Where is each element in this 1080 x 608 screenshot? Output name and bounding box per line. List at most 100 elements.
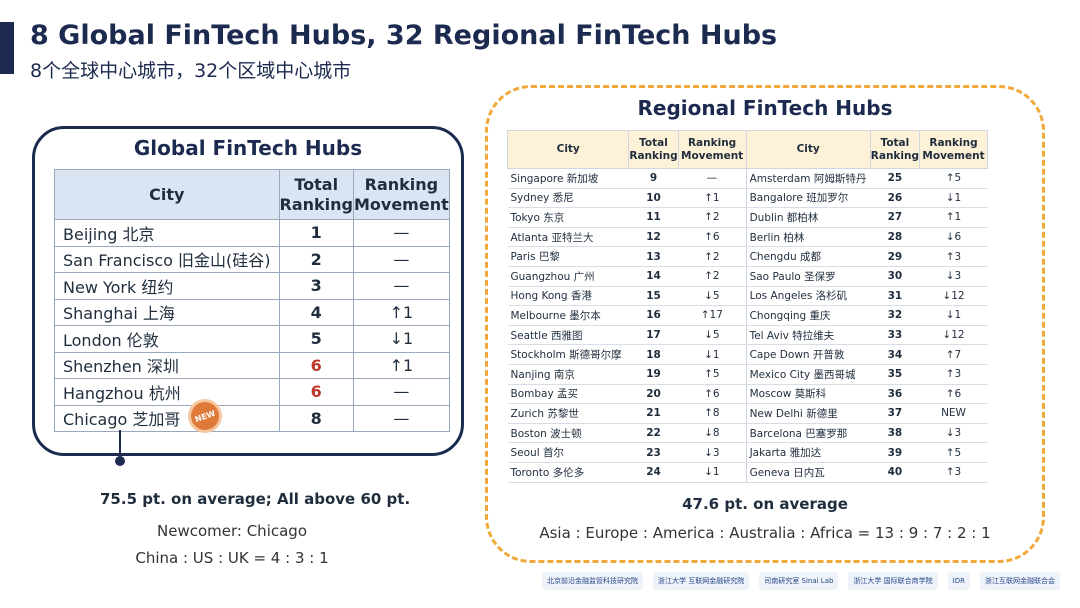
ranking-movement-cell: ↑2 xyxy=(678,266,747,287)
city-cell: Shenzhen 深圳 xyxy=(54,351,280,379)
ranking-movement-cell-2: ↑1 xyxy=(919,207,988,228)
total-ranking-cell: 2 xyxy=(278,245,354,273)
table-row: Nanjing 南京 19 ↑5 Mexico City 墨西哥城 35 ↑3 xyxy=(507,364,988,385)
ranking-movement-cell-2: NEW xyxy=(919,403,988,424)
table-row: Beijing 北京 1— xyxy=(54,219,450,247)
global-heading: Global FinTech Hubs xyxy=(133,136,363,160)
ranking-movement-cell-2: ↑3 xyxy=(919,462,988,483)
city-name: New York 纽约 xyxy=(63,277,174,297)
city-cell: Shanghai 上海 xyxy=(54,298,280,326)
total-ranking-cell: 5 xyxy=(278,325,354,353)
table-row: Shanghai 上海 4 ↑1 xyxy=(54,298,450,326)
city-name: San Francisco 旧金山(硅谷) xyxy=(63,251,271,271)
ranking-movement-cell: ↑1 xyxy=(678,188,747,209)
city-cell-2: Dublin 都柏林 xyxy=(746,207,871,228)
ranking-movement-cell-2: ↑6 xyxy=(919,384,988,405)
total-ranking-cell-2: 30 xyxy=(870,266,920,287)
col-header-total-ranking: Total Ranking xyxy=(628,130,679,169)
page-subtitle: 8个全球中心城市，32个区域中心城市 xyxy=(30,60,352,82)
total-ranking-cell: 8 xyxy=(278,404,354,432)
total-ranking-cell: 6 xyxy=(278,351,354,379)
city-cell: New York 纽约 xyxy=(54,272,280,300)
total-ranking-cell: 12 xyxy=(628,227,679,248)
ranking-movement-cell: ↑2 xyxy=(678,207,747,228)
ranking-movement-cell-2: ↓3 xyxy=(919,266,988,287)
global-average-note: 75.5 pt. on average; All above 60 pt. xyxy=(100,490,411,508)
city-name: Chicago 芝加哥 xyxy=(63,410,181,430)
ranking-movement-cell: ↑6 xyxy=(678,384,747,405)
total-ranking-cell: 24 xyxy=(628,462,679,483)
table-row: Toronto 多伦多 24 ↓1 Geneva 日内瓦 40 ↑3 xyxy=(507,462,988,483)
total-ranking-cell-2: 26 xyxy=(870,188,920,209)
total-ranking-cell-2: 31 xyxy=(870,286,920,307)
city-cell: Hong Kong 香港 xyxy=(507,286,629,307)
city-cell: Guangzhou 广州 xyxy=(507,266,629,287)
city-cell: Tokyo 东京 xyxy=(507,207,629,228)
ranking-movement-cell: — xyxy=(352,245,450,273)
ranking-movement-cell-2: ↓3 xyxy=(919,423,988,444)
total-ranking-cell-2: 32 xyxy=(870,305,920,326)
city-cell-2: Mexico City 墨西哥城 xyxy=(746,364,871,385)
ranking-movement-cell-2: ↓12 xyxy=(919,325,988,346)
global-panel-frame xyxy=(32,126,464,456)
regional-table: City Total Ranking Ranking Movement City… xyxy=(506,130,988,483)
ranking-movement-cell: — xyxy=(678,168,747,189)
city-cell-2: Berlin 柏林 xyxy=(746,227,871,248)
total-ranking-cell: 18 xyxy=(628,344,679,365)
connector-dot xyxy=(115,456,125,466)
city-cell-2: Amsterdam 阿姆斯特丹 xyxy=(746,168,871,189)
ranking-movement-cell: ↑1 xyxy=(352,351,450,379)
table-row: New York 纽约 3— xyxy=(54,272,450,300)
table-row: Sydney 悉尼 10 ↑1 Bangalore 班加罗尔 26 ↓1 xyxy=(507,188,988,209)
total-ranking-cell-2: 38 xyxy=(870,423,920,444)
regional-panel-frame xyxy=(485,85,1045,563)
total-ranking-cell: 14 xyxy=(628,266,679,287)
ranking-movement-cell: ↓5 xyxy=(678,286,747,307)
partner-logo: 司南研究室 Sinai Lab xyxy=(759,572,839,590)
city-cell: Zurich 苏黎世 xyxy=(507,403,629,424)
table-row: Seoul 首尔 23 ↓3 Jakarta 雅加达 39 ↑5 xyxy=(507,442,988,463)
col-header-total-ranking-2: Total Ranking xyxy=(869,130,921,169)
ranking-movement-cell-2: ↑3 xyxy=(919,246,988,267)
partner-logo: 浙江互联网金融联合会 xyxy=(980,572,1060,590)
ranking-movement-cell-2: ↑5 xyxy=(919,442,988,463)
col-header-city: City xyxy=(506,130,630,169)
city-name: Shanghai 上海 xyxy=(63,304,175,324)
total-ranking-cell: 21 xyxy=(628,403,679,424)
total-ranking-cell: 20 xyxy=(628,384,679,405)
table-row: Atlanta 亚特兰大 12 ↑6 Berlin 柏林 28 ↓6 xyxy=(507,227,988,248)
city-cell: Atlanta 亚特兰大 xyxy=(507,227,629,248)
city-cell-2: Barcelona 巴塞罗那 xyxy=(746,423,871,444)
table-row: Paris 巴黎 13 ↑2 Chengdu 成都 29 ↑3 xyxy=(507,246,988,267)
partner-logo: IDR xyxy=(947,572,970,590)
ranking-movement-cell: — xyxy=(352,404,450,432)
total-ranking-cell-2: 33 xyxy=(870,325,920,346)
table-row: London 伦敦 5 ↓1 xyxy=(54,325,450,353)
total-ranking-cell-2: 35 xyxy=(870,364,920,385)
city-cell: Seattle 西雅图 xyxy=(507,325,629,346)
regional-table-body: Singapore 新加坡 9— Amsterdam 阿姆斯特丹 25 ↑5 Sydney… xyxy=(507,168,988,483)
city-cell: Boston 波士顿 xyxy=(507,423,629,444)
col-header-ranking-movement: Ranking Movement xyxy=(352,169,450,220)
col-header-total-ranking: Total Ranking xyxy=(278,169,354,220)
city-cell-2: Chongqing 重庆 xyxy=(746,305,871,326)
total-ranking-cell: 4 xyxy=(278,298,354,326)
global-table-body: Beijing 北京 1— San Francisco 旧金山(硅谷) 2— New Y… xyxy=(54,219,450,438)
ranking-movement-cell-2: ↓1 xyxy=(919,305,988,326)
col-header-ranking-movement-2: Ranking Movement xyxy=(919,130,988,169)
city-cell: Hangzhou 杭州 xyxy=(54,378,280,406)
regional-table-header: City Total Ranking Ranking Movement City… xyxy=(506,130,988,169)
table-row: Tokyo 东京 11 ↑2 Dublin 都柏林 27 ↑1 xyxy=(507,207,988,228)
ranking-movement-cell: ↑1 xyxy=(352,298,450,326)
logos-bar: 北京前沿金融监管科技研究院 浙江大学 互联网金融研究院 司南研究室 Sinai La… xyxy=(542,568,1060,594)
ranking-movement-cell: ↓1 xyxy=(352,325,450,353)
total-ranking-cell: 13 xyxy=(628,246,679,267)
table-row: Singapore 新加坡 9— Amsterdam 阿姆斯特丹 25 ↑5 xyxy=(507,168,988,189)
regional-ratio-note: Asia : Europe : America : Australia : Af… xyxy=(539,524,991,542)
city-name: Shenzhen 深圳 xyxy=(63,357,179,377)
total-ranking-cell-2: 25 xyxy=(870,168,920,189)
ranking-movement-cell: ↓5 xyxy=(678,325,747,346)
accent-bar xyxy=(0,22,14,74)
city-cell-2: New Delhi 新德里 xyxy=(746,403,871,424)
ranking-movement-cell-2: ↑3 xyxy=(919,364,988,385)
